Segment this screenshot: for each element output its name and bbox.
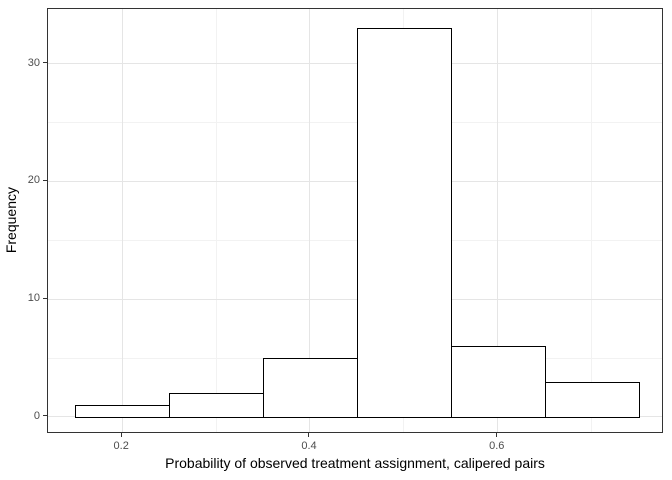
gridline-minor-vertical — [215, 9, 217, 432]
histogram-bar — [545, 382, 640, 418]
x-tick-label: 0.4 — [301, 440, 317, 452]
gridline-major-vertical — [309, 9, 311, 432]
y-axis-tick — [43, 62, 47, 64]
x-axis-title: Probability of observed treatment assign… — [165, 455, 545, 471]
x-tick-label: 0.6 — [489, 440, 505, 452]
gridline-major-horizontal — [48, 298, 662, 300]
y-tick-label: 20 — [27, 174, 40, 187]
y-axis-title: Frequency — [2, 8, 20, 433]
y-axis-title-text: Frequency — [3, 187, 19, 254]
x-axis-tick — [496, 433, 498, 437]
histogram-bar — [451, 346, 546, 418]
histogram-bar — [75, 405, 170, 418]
gridline-minor-horizontal — [48, 122, 662, 124]
gridline-minor-vertical — [591, 9, 593, 432]
histogram-bar — [263, 358, 358, 418]
histogram-bar — [357, 28, 452, 418]
y-axis-tick — [43, 297, 47, 299]
plot-panel — [47, 8, 663, 433]
y-axis-tick — [43, 415, 47, 417]
gridline-major-vertical — [497, 9, 499, 432]
x-axis-tick — [308, 433, 310, 437]
gridline-minor-horizontal — [48, 239, 662, 241]
y-axis-tick — [43, 179, 47, 181]
y-tick-label: 10 — [27, 292, 40, 305]
y-tick-label: 0 — [33, 409, 40, 422]
gridline-major-horizontal — [48, 180, 662, 182]
x-axis-tick — [120, 433, 122, 437]
x-tick-label: 0.2 — [113, 440, 129, 452]
gridline-major-vertical — [121, 9, 123, 432]
histogram-bar — [169, 393, 264, 418]
y-tick-label: 30 — [27, 56, 40, 69]
gridline-major-horizontal — [48, 63, 662, 65]
